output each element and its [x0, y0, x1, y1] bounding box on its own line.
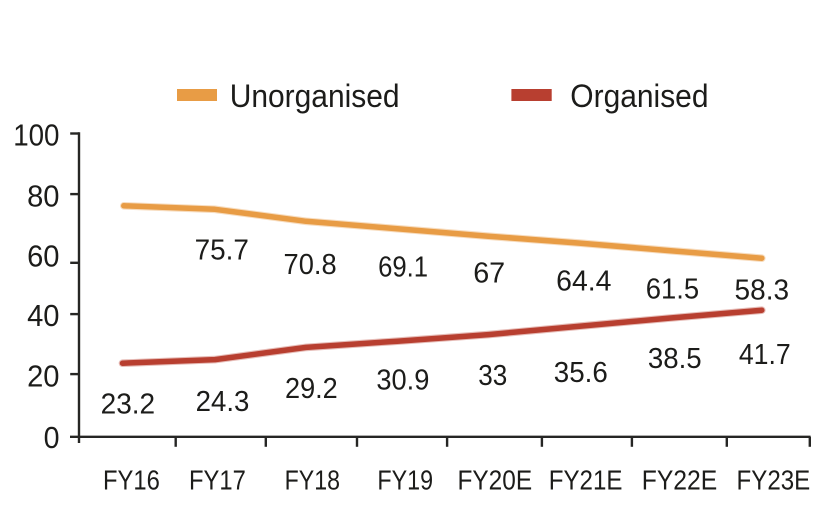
svg-text:FY18: FY18 [285, 465, 340, 496]
svg-text:FY16: FY16 [103, 465, 160, 496]
svg-text:FY22E: FY22E [642, 465, 718, 496]
svg-text:41.7: 41.7 [739, 339, 791, 371]
svg-text:FY21E: FY21E [549, 465, 623, 496]
svg-text:20: 20 [27, 360, 59, 394]
svg-text:40: 40 [27, 299, 59, 333]
svg-text:FY17: FY17 [189, 465, 246, 496]
svg-text:30.9: 30.9 [376, 365, 429, 397]
svg-text:58.3: 58.3 [735, 274, 790, 306]
svg-text:61.5: 61.5 [646, 273, 699, 305]
svg-text:80: 80 [27, 180, 59, 214]
svg-text:Unorganised: Unorganised [230, 78, 400, 114]
svg-text:100: 100 [13, 118, 59, 152]
svg-text:29.2: 29.2 [285, 373, 338, 405]
svg-text:FY23E: FY23E [737, 465, 811, 496]
svg-text:64.4: 64.4 [556, 266, 611, 298]
svg-text:23.2: 23.2 [101, 388, 156, 420]
svg-text:FY19: FY19 [377, 465, 433, 496]
svg-text:Organised: Organised [570, 78, 708, 114]
svg-text:24.3: 24.3 [196, 386, 250, 418]
svg-text:38.5: 38.5 [648, 343, 702, 375]
svg-text:33: 33 [478, 360, 507, 392]
svg-text:69.1: 69.1 [378, 251, 428, 283]
svg-text:FY20E: FY20E [458, 465, 533, 496]
svg-text:70.8: 70.8 [284, 249, 337, 281]
svg-text:0: 0 [44, 421, 60, 455]
svg-text:35.6: 35.6 [554, 357, 608, 389]
svg-text:67: 67 [473, 258, 505, 290]
svg-text:60: 60 [27, 239, 59, 273]
svg-text:75.7: 75.7 [195, 234, 249, 266]
